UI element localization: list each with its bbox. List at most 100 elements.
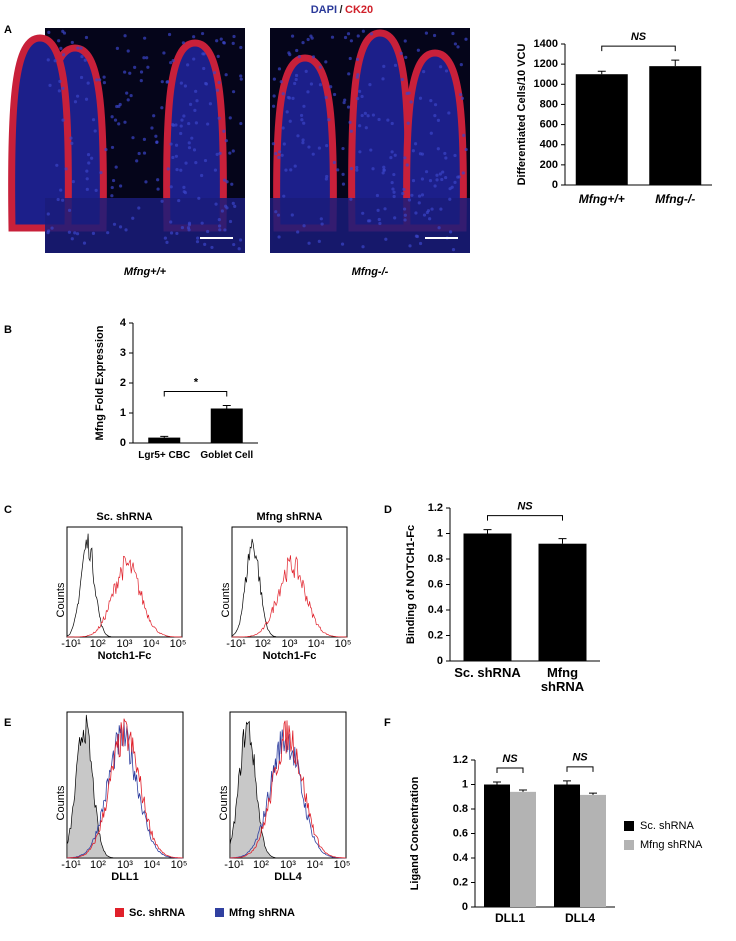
nucleus [232,242,236,247]
nucleus [407,198,412,202]
nucleus [271,142,276,146]
nucleus [378,221,382,226]
panel-label: B [4,324,12,336]
error-bar [160,435,169,438]
y-tick-label: 0.4 [428,604,444,616]
nucleus [79,46,83,50]
nucleus [57,39,61,43]
nucleus [301,138,305,142]
nucleus [428,217,432,221]
nucleus [110,185,114,190]
nucleus [220,209,224,213]
bar [538,543,587,661]
nucleus [435,173,439,177]
nucleus [202,66,206,71]
nucleus [79,75,84,80]
y-tick-label: 1 [437,527,443,539]
flow-y-label: Counts [55,785,67,820]
micrograph-caption: Mfng+/+ [124,266,167,278]
nucleus [456,45,460,49]
nucleus [76,46,80,50]
nucleus [406,121,410,125]
nucleus [182,190,186,194]
nucleus [428,178,433,183]
nucleus [453,153,457,158]
nucleus [384,237,388,241]
nucleus [230,182,234,186]
nucleus [355,168,359,172]
nucleus [180,226,185,230]
nucleus [302,104,306,108]
nucleus [86,153,91,157]
nucleus [355,75,359,79]
nucleus [110,145,115,150]
nucleus [165,240,169,244]
nucleus [444,175,448,180]
nucleus [195,99,199,103]
nucleus [155,140,159,144]
nucleus [160,106,164,110]
nucleus [95,78,99,82]
bar [649,66,702,185]
nucleus [459,62,463,67]
nucleus [416,48,420,52]
nucleus [94,188,98,192]
nucleus [217,116,221,120]
nucleus [70,237,74,241]
nucleus [169,185,173,189]
nucleus [382,64,386,68]
nucleus [64,167,68,171]
nucleus [67,208,72,213]
nucleus [293,81,297,86]
micrograph-caption: Mfng-/- [352,266,389,278]
nucleus [98,78,102,82]
nucleus [145,56,149,60]
nucleus [117,122,121,126]
nucleus [174,143,179,147]
nucleus [329,85,333,89]
nucleus [306,90,310,94]
nucleus [216,54,220,58]
y-tick-label: 0.2 [453,876,468,888]
significance-label: NS [631,31,647,43]
legend-swatch [624,821,634,831]
significance-bracket [163,391,228,397]
micrograph [8,28,245,253]
nucleus [135,159,139,163]
nucleus [277,67,282,71]
nucleus [440,177,444,182]
nucleus [360,94,364,99]
nucleus [156,187,160,191]
flow-x-tick: 10³ [280,859,296,871]
y-tick-label: 2 [120,377,126,389]
nucleus [304,69,308,73]
nucleus [276,213,281,217]
significance-bracket [566,766,594,772]
bar [510,791,536,907]
nucleus [61,118,65,122]
nucleus [83,58,87,62]
nucleus [435,178,439,182]
nucleus [444,69,449,73]
nucleus [166,167,170,171]
nucleus [405,163,409,167]
legend-swatch [624,840,634,850]
flow-curve [230,720,346,859]
nucleus [167,32,172,37]
nucleus [324,60,328,64]
nucleus [187,146,192,150]
error-bar [519,789,527,792]
nucleus [47,30,51,34]
nucleus [382,165,386,169]
nucleus [291,96,295,100]
nucleus [393,216,397,220]
nucleus [284,168,288,172]
legend-swatch [215,908,224,917]
nucleus [53,59,57,63]
nucleus [296,134,300,138]
flow-x-tick: 10⁴ [143,638,160,650]
nucleus [171,59,175,63]
nucleus [436,118,441,122]
nucleus [86,81,90,85]
nucleus [349,129,353,133]
